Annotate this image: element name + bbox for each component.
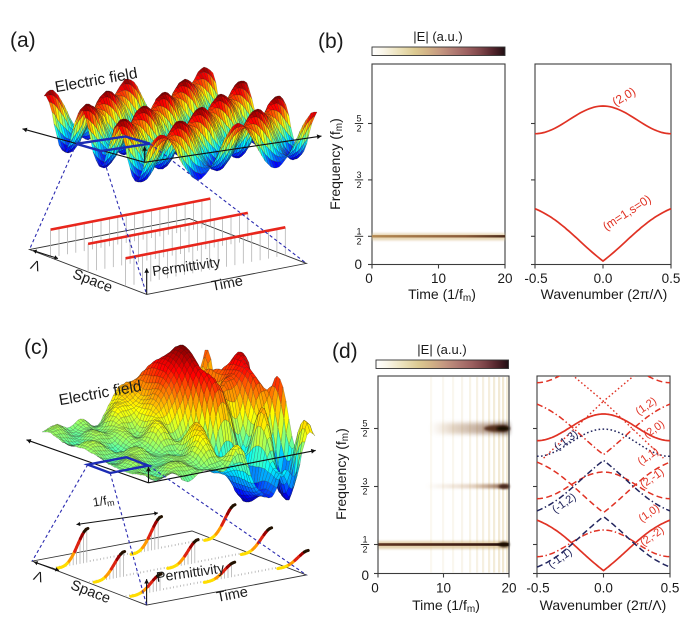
svg-text:-0.5: -0.5: [526, 581, 549, 596]
svg-text:0.0: 0.0: [594, 271, 613, 286]
svg-text:1: 1: [356, 227, 361, 237]
svg-text:Wavenumber (2π/Λ): Wavenumber (2π/Λ): [541, 286, 668, 302]
svg-text:0.5: 0.5: [662, 271, 681, 286]
svg-text:Frequency (fm): Frequency (fm): [327, 118, 345, 210]
svg-text:2: 2: [356, 237, 361, 247]
svg-text:|E| (a.u.): |E| (a.u.): [413, 29, 462, 44]
svg-text:0: 0: [365, 271, 373, 286]
svg-text:Wavenumber (2π/Λ): Wavenumber (2π/Λ): [540, 597, 667, 613]
svg-text:2: 2: [362, 429, 367, 439]
svg-text:2: 2: [356, 180, 361, 190]
svg-text:Frequency (fm): Frequency (fm): [333, 428, 351, 520]
svg-text:2: 2: [356, 124, 361, 134]
svg-text:5: 5: [356, 114, 361, 124]
svg-text:(c): (c): [24, 336, 49, 359]
svg-text:|E| (a.u.): |E| (a.u.): [417, 342, 466, 357]
svg-text:(a): (a): [10, 29, 36, 52]
svg-text:0: 0: [371, 581, 379, 596]
svg-text:2: 2: [362, 545, 367, 555]
svg-text:2: 2: [362, 487, 367, 497]
svg-text:0: 0: [354, 257, 362, 272]
svg-text:1: 1: [362, 535, 367, 545]
svg-text:5: 5: [362, 419, 367, 429]
svg-text:(d): (d): [332, 340, 358, 363]
svg-text:(b): (b): [318, 30, 344, 53]
svg-text:3: 3: [362, 477, 367, 487]
svg-text:-0.5: -0.5: [524, 271, 547, 286]
svg-text:0.5: 0.5: [661, 581, 680, 596]
svg-text:0: 0: [361, 568, 369, 583]
svg-text:0.0: 0.0: [594, 581, 613, 596]
svg-text:20: 20: [501, 581, 516, 596]
svg-text:3: 3: [356, 170, 361, 180]
svg-text:10: 10: [431, 271, 446, 286]
svg-text:20: 20: [497, 271, 512, 286]
svg-text:10: 10: [436, 581, 451, 596]
